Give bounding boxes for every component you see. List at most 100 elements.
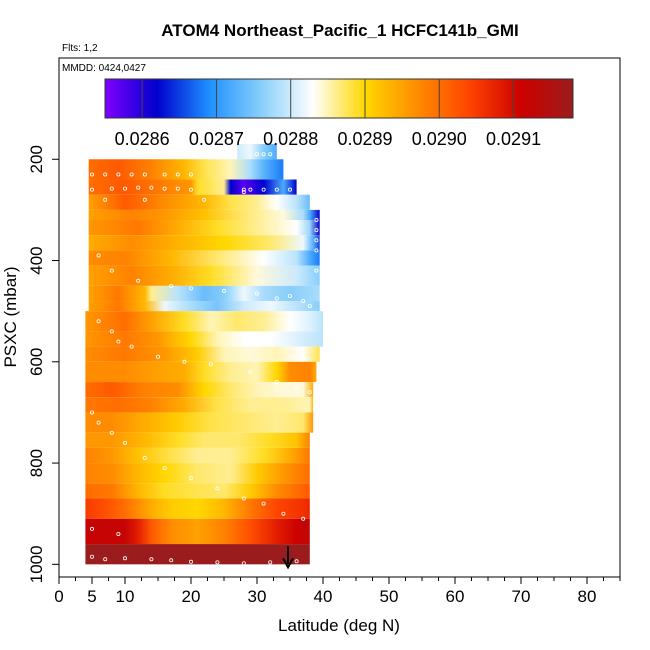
sample-point [90,526,95,531]
colorbar-tick-label: 0.0289 [337,129,392,149]
sample-point [188,286,193,291]
sample-point [116,339,121,344]
heatmap-band [85,432,310,448]
y-tick-label: 600 [27,348,46,376]
sample-point [123,440,128,445]
sample-point [287,187,292,192]
sample-point [90,410,95,415]
sample-point [129,172,134,177]
x-tick-label: 40 [314,587,333,606]
dates-annotation: MMDD: 0424,0427 [62,63,146,74]
sample-point [261,152,266,157]
sample-point [142,456,147,461]
sample-point [281,511,286,516]
sample-point [202,197,207,202]
heatmap-band [237,144,277,160]
sample-point [301,186,306,191]
y-axis-label: PSXC (mbar) [1,266,20,367]
sample-point [314,238,319,243]
sample-point [109,329,114,334]
sample-point [294,385,299,390]
sample-point [248,187,253,192]
marker-layer [282,546,294,570]
sample-point [314,228,319,233]
x-tick-label: 10 [116,587,135,606]
sample-point [274,187,279,192]
sample-point [182,359,187,364]
sample-point [314,268,319,273]
y-axis: 200 400 600 800 1000 [27,145,59,583]
sample-point [103,172,108,177]
x-tick-label: 80 [578,587,597,606]
sample-point [109,430,114,435]
sample-point [175,186,180,191]
sample-point [90,187,95,192]
heatmap-band [85,382,314,398]
sample-point [241,561,246,566]
sample-point [149,185,154,190]
sample-point [221,288,226,293]
y-tick-label: 200 [27,145,46,173]
x-tick-label: 50 [380,587,399,606]
sample-point [254,291,259,296]
heatmap-band [85,447,310,464]
colorbar-ticks: 0.0286 0.0287 0.0288 0.0289 0.0290 0.0291 [115,79,541,149]
sample-point [254,152,259,157]
sample-point [123,556,128,561]
sample-point [162,172,167,177]
colorbar-tick-label: 0.0286 [115,129,170,149]
sample-point [169,558,174,563]
sample-point [188,476,193,481]
sample-point [109,268,114,273]
x-tick-label: 30 [248,587,267,606]
heatmap-band [85,412,314,433]
y-tick-label: 400 [27,246,46,274]
colorbar-tick-label: 0.0288 [263,129,318,149]
sample-point [261,501,266,506]
marker-arrow-head [282,557,294,570]
heatmap-band [85,498,310,519]
sample-point [307,304,312,309]
heatmap-band [88,209,320,221]
sample-point [103,197,108,202]
sample-point [123,186,128,191]
sample-point [142,197,147,202]
x-axis-label: Latitude (deg N) [278,616,400,635]
sample-point [268,560,273,565]
sample-point [241,190,246,195]
sample-point [215,486,220,491]
colorbar-tick-label: 0.0287 [189,129,244,149]
heatmap-band [88,194,310,210]
sample-point [142,172,147,177]
sample-point [248,369,253,374]
x-tick-label: 0 [54,587,63,606]
sample-point [301,516,306,521]
sample-point [116,531,121,536]
colorbar: 0.0286 0.0287 0.0288 0.0289 0.0290 0.0291 [104,78,574,149]
heatmap-band [88,220,320,236]
sample-point [96,319,101,324]
sample-point [116,172,121,177]
heatmap-band [85,483,310,499]
sample-point [96,420,101,425]
colorbar-tick-label: 0.0291 [486,129,541,149]
y-tick-label: 800 [27,449,46,477]
x-tick-label: 60 [446,587,465,606]
sample-point [307,185,312,190]
heatmap-band [85,463,310,484]
sample-point [103,557,108,562]
heatmap-band [85,361,317,383]
heatmap-band [85,397,314,413]
sample-point [307,390,312,395]
sample-point [129,344,134,349]
sample-point [274,380,279,385]
heatmap-band [88,250,320,266]
colorbar-tick-label: 0.0290 [412,129,467,149]
heatmap-band [88,285,320,302]
heatmap-band [85,518,310,545]
heatmap-band [88,301,320,312]
heatmap-band [85,346,320,362]
chart-title: ATOM4 Northeast_Pacific_1 HCFC141b_GMI [161,21,518,40]
sample-point [90,172,95,177]
